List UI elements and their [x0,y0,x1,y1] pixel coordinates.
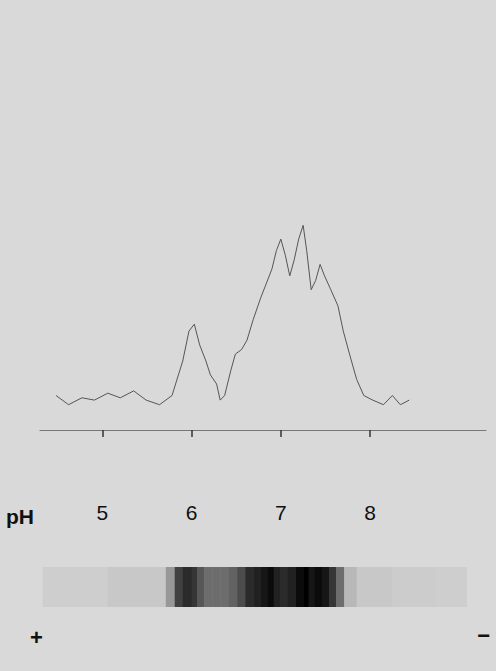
svg-text:6: 6 [186,501,198,524]
svg-text:+: + [30,625,43,650]
svg-text:−: − [477,623,490,648]
svg-text:8: 8 [364,501,376,524]
svg-text:pH: pH [6,505,34,528]
svg-text:5: 5 [97,501,109,524]
svg-text:7: 7 [275,501,287,524]
